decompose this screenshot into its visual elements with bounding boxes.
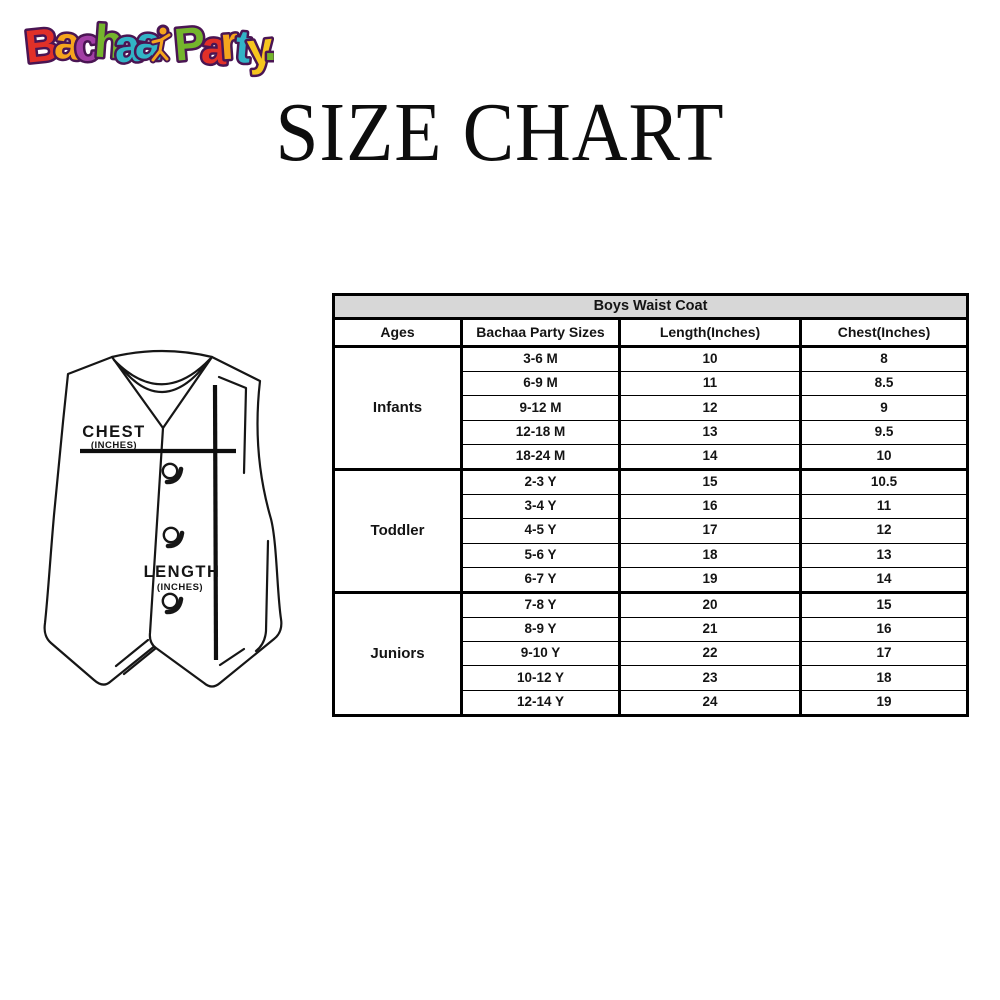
age-group-toddler: Toddler [332,467,463,593]
chest-cell: 10 [799,443,969,470]
dancing-kid-icon [149,24,173,64]
column-header-chest: Chest(Inches) [799,318,969,348]
length-cell: 17 [618,518,802,544]
size-cell: 18-24 M [460,443,621,470]
chest-unit-label: (INCHES) [91,440,137,451]
waistcoat-diagram: CHEST (INCHES) LENGTH (INCHES) [43,349,283,688]
length-cell: 20 [618,590,802,619]
table-row: 12-14 Y 24 19 [334,689,969,716]
length-cell: 24 [618,689,802,716]
length-cell: 23 [618,665,802,691]
length-label: LENGTH [144,563,221,581]
column-header-length: Length(Inches) [618,318,802,348]
size-cell: 8-9 Y [460,617,621,643]
chest-cell: 18 [799,665,969,691]
vest-buttons [161,462,185,615]
table-row: 9-12 M 12 9 [334,395,969,421]
table-row: 6-9 M 11 8.5 [334,371,969,397]
length-cell: 21 [618,617,802,643]
length-cell: 12 [618,395,802,421]
table-title-row: Boys Waist Coat [332,293,969,320]
vest-left-lapel [110,355,165,430]
size-cell: 6-9 M [460,371,621,397]
logo-letter: h [93,15,125,69]
chest-cell: 9 [799,395,969,421]
table-row: Juniors 7-8 Y 20 15 [332,590,969,716]
chest-cell: 10.5 [799,467,969,496]
size-cell: 4-5 Y [460,518,621,544]
table-title: Boys Waist Coat [332,293,969,320]
size-cell: 12-18 M [460,419,621,445]
vest-left-hem-detail [114,638,158,676]
length-cell: 11 [618,371,802,397]
vest-right-outline [148,355,283,688]
length-cell: 22 [618,641,802,667]
age-group-infants: Infants [332,345,463,470]
table-row: 18-24 M 14 10 [334,443,969,470]
chest-cell: 17 [799,641,969,667]
chest-cell: 16 [799,617,969,643]
page-title: SIZE CHART [275,86,725,179]
table-row: 5-6 Y 18 13 [334,542,969,568]
size-cell: 6-7 Y [460,566,621,593]
table-row: 10-12 Y 23 18 [334,665,969,691]
size-chart-table: Boys Waist Coat Ages Bachaa Party Sizes … [332,293,969,717]
chest-cell: 13 [799,542,969,568]
logo-letter: c [72,18,102,72]
table-row: 3-4 Y 16 11 [334,494,969,520]
age-group-juniors: Juniors [332,590,463,716]
chest-cell: 15 [799,590,969,619]
size-cell: 3-6 M [460,344,621,373]
logo-letter: P [172,16,207,70]
chest-cell: 14 [799,566,969,593]
length-measure-line [212,384,219,661]
size-cell: 2-3 Y [460,467,621,496]
chest-cell: 11 [799,494,969,520]
size-cell: 7-8 Y [460,590,621,619]
length-cell: 16 [618,494,802,520]
chest-cell: 9.5 [799,419,969,445]
vest-side-seam [254,539,270,653]
chest-cell: 8 [799,344,969,373]
vest-left-panel [44,357,166,685]
chest-label: CHEST [82,423,145,441]
chest-cell: 19 [799,689,969,716]
chest-cell: 8.5 [799,371,969,397]
vest-right-hem-detail [218,647,246,667]
table-row: 6-7 Y 19 14 [334,566,969,593]
length-cell: 13 [618,419,802,445]
logo-letter: a [113,19,143,73]
length-cell: 10 [618,344,802,373]
table-header-row: Ages Bachaa Party Sizes Length(Inches) C… [332,318,969,348]
vest-back-neckline [110,349,214,359]
logo-letter: B [22,18,60,73]
table-row: Toddler 2-3 Y 15 10.5 [332,467,969,593]
table-row: 4-5 Y 17 12 [334,518,969,544]
table-row: Infants 3-6 M 10 8 [332,344,969,470]
length-cell: 14 [618,443,802,470]
size-cell: 3-4 Y [460,494,621,520]
table-row: 12-18 M 13 9.5 [334,419,969,445]
length-cell: 18 [618,542,802,568]
logo-letter: y [245,21,274,75]
size-cell: 9-10 Y [460,641,621,667]
size-cell: 12-14 Y [460,689,621,716]
table-row: 9-10 Y 22 17 [334,641,969,667]
size-cell: 5-6 Y [460,542,621,568]
length-cell: 19 [618,566,802,593]
column-header-sizes: Bachaa Party Sizes [460,318,621,348]
length-cell: 15 [618,467,802,496]
logo-letter: . [264,18,274,70]
chest-cell: 12 [799,518,969,544]
vest-shoulder-seam [217,375,248,475]
vest-left-outline [43,355,158,686]
size-cell: 10-12 Y [460,665,621,691]
length-unit-label: (INCHES) [157,582,203,593]
vest-collar [112,357,212,393]
size-cell: 9-12 M [460,395,621,421]
column-header-ages: Ages [332,318,463,348]
bachaa-party-logo: B a c h a a P a r t y . [20,12,274,78]
